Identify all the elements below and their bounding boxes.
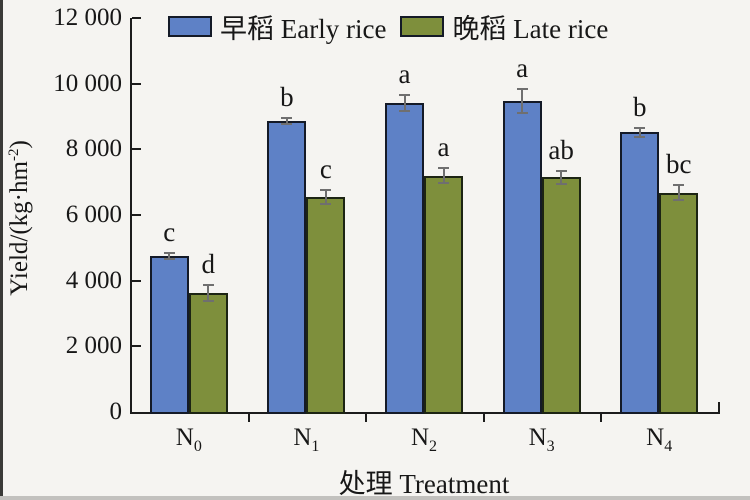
y-axis-tick-label: 10 000: [53, 69, 122, 97]
bar-early-rice-N0: [149, 256, 189, 414]
bar-early-rice-N1: [267, 120, 307, 414]
x-axis-tick-label: N2: [410, 424, 438, 455]
x-axis-tick-label: N4: [646, 424, 673, 455]
legend-label-late-rice: 晚稻 Late rice: [452, 14, 609, 44]
bar-late-rice-N3: [541, 177, 581, 414]
x-axis-tick-label: N1: [293, 424, 320, 455]
significance-letter-early-rice-2: a: [398, 59, 411, 90]
x-axis-title: 处理 Treatment: [338, 469, 510, 499]
error-bar-cap-bottom: [634, 135, 646, 138]
error-bar-cap-top: [438, 167, 449, 170]
x-axis-tick-label: N3: [528, 424, 555, 455]
bar-late-rice-N1: [306, 196, 346, 414]
legend-item-early-rice: 早稻 Early rice: [168, 7, 386, 46]
significance-letter-late-rice-0: d: [201, 248, 216, 279]
y-axis-tick-label: 2 000: [65, 332, 122, 360]
y-axis-tick-label: 4 000: [65, 266, 122, 294]
y-axis-line: [130, 18, 132, 414]
bar-early-rice-N3: [502, 101, 542, 414]
error-bar-cap-bottom: [516, 112, 528, 115]
error-bar-cap-bottom: [202, 300, 214, 303]
x-axis-end-tick: [718, 402, 720, 412]
error-bar-early-rice-2: [403, 95, 406, 112]
error-bar-early-rice-0: [168, 252, 171, 260]
significance-letter-early-rice-3: a: [516, 52, 529, 83]
bar-early-rice-N2: [385, 103, 424, 414]
x-axis-divider-tick: [482, 414, 485, 422]
y-axis-tick-label: 12 000: [53, 4, 122, 31]
late-rice-swatch-icon: [400, 16, 445, 37]
bar-early-rice-N4: [620, 132, 660, 414]
error-bar-cap-top: [163, 251, 175, 254]
error-bar-early-rice-3: [521, 88, 524, 114]
error-bar-cap-top: [320, 188, 332, 191]
y-axis-tick: [132, 345, 141, 348]
error-bar-cap-bottom: [673, 199, 685, 202]
error-bar-late-rice-2: [442, 168, 445, 183]
bottom-edge-artifact: [0, 496, 750, 500]
y-axis-tick: [132, 279, 141, 282]
error-bar-cap-top: [634, 126, 646, 129]
significance-letter-late-rice-4: bc: [665, 149, 692, 180]
x-axis-divider-tick: [600, 414, 603, 422]
legend-item-late-rice: 晚稻 Late rice: [400, 7, 608, 46]
error-bar-cap-top: [281, 116, 293, 119]
error-bar-early-rice-1: [285, 117, 288, 124]
y-axis-tick: [132, 148, 141, 151]
bar-late-rice-N2: [424, 175, 463, 414]
y-axis-tick: [132, 17, 141, 19]
error-bar-cap-bottom: [281, 122, 293, 125]
error-bar-cap-bottom: [555, 182, 567, 185]
error-bar-late-rice-0: [207, 284, 210, 302]
y-axis-tick-label: 8 000: [65, 135, 122, 163]
significance-letter-early-rice-4: b: [632, 91, 647, 122]
significance-letter-early-rice-0: c: [163, 216, 176, 247]
error-bar-late-rice-3: [560, 170, 563, 184]
significance-letter-late-rice-3: ab: [548, 134, 574, 165]
error-bar-cap-top: [555, 169, 567, 172]
y-axis-tick-label: 6 000: [65, 201, 122, 228]
x-axis-divider-tick: [365, 414, 368, 422]
error-bar-cap-bottom: [399, 110, 410, 113]
error-bar-cap-bottom: [163, 258, 175, 261]
error-bar-late-rice-1: [324, 189, 327, 205]
bar-late-rice-N0: [188, 293, 228, 414]
error-bar-cap-top: [399, 94, 410, 97]
error-bar-cap-top: [673, 184, 685, 187]
error-bar-early-rice-4: [638, 127, 641, 137]
x-axis-divider-tick: [247, 414, 250, 422]
error-bar-late-rice-4: [677, 185, 680, 201]
significance-letter-early-rice-1: b: [280, 81, 294, 112]
error-bar-cap-top: [516, 87, 528, 90]
significance-letter-late-rice-2: a: [437, 132, 450, 163]
chart-legend: 早稻 Early rice 晚稻 Late rice: [168, 7, 608, 46]
legend-label-early-rice: 早稻 Early rice: [220, 14, 387, 44]
bar-late-rice-N4: [659, 192, 699, 414]
significance-letter-late-rice-1: c: [319, 153, 332, 184]
left-edge-artifact: [0, 0, 3, 500]
x-axis-tick-label: N0: [175, 424, 202, 455]
error-bar-cap-bottom: [320, 203, 332, 206]
error-bar-cap-bottom: [438, 181, 449, 184]
y-axis-tick: [132, 82, 141, 85]
early-rice-swatch-icon: [168, 16, 212, 37]
y-axis-tick-label: 0: [109, 398, 123, 425]
y-axis-tick: [132, 214, 141, 216]
error-bar-cap-top: [202, 283, 214, 286]
